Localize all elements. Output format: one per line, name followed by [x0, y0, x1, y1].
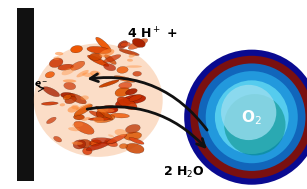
Ellipse shape — [114, 76, 135, 82]
Ellipse shape — [53, 56, 60, 60]
Ellipse shape — [76, 70, 89, 77]
Text: 2 H$_2$O: 2 H$_2$O — [163, 164, 205, 180]
Ellipse shape — [54, 136, 62, 142]
Ellipse shape — [105, 139, 118, 147]
Ellipse shape — [206, 71, 298, 163]
Ellipse shape — [45, 72, 55, 78]
Ellipse shape — [96, 37, 111, 52]
Ellipse shape — [224, 94, 286, 155]
Text: 4 H$^+$ +: 4 H$^+$ + — [127, 26, 177, 42]
Ellipse shape — [87, 55, 109, 67]
Ellipse shape — [90, 71, 100, 76]
Ellipse shape — [126, 143, 144, 153]
Ellipse shape — [80, 95, 89, 100]
Ellipse shape — [74, 104, 92, 116]
Ellipse shape — [115, 129, 127, 136]
Ellipse shape — [76, 103, 91, 110]
Ellipse shape — [63, 79, 76, 83]
Ellipse shape — [118, 41, 128, 49]
Ellipse shape — [117, 97, 137, 110]
Ellipse shape — [73, 140, 86, 149]
Ellipse shape — [72, 142, 83, 145]
Ellipse shape — [198, 64, 305, 171]
Ellipse shape — [69, 93, 86, 104]
Ellipse shape — [89, 111, 107, 120]
Ellipse shape — [96, 106, 113, 120]
Ellipse shape — [60, 92, 75, 99]
Text: O$_2$: O$_2$ — [241, 108, 262, 126]
Ellipse shape — [34, 43, 163, 157]
Ellipse shape — [89, 140, 102, 146]
Ellipse shape — [62, 68, 75, 75]
Ellipse shape — [95, 115, 115, 123]
Ellipse shape — [119, 144, 128, 149]
Ellipse shape — [115, 87, 130, 97]
Ellipse shape — [46, 117, 56, 124]
Ellipse shape — [128, 39, 148, 50]
Ellipse shape — [83, 147, 92, 155]
Ellipse shape — [124, 132, 142, 140]
Ellipse shape — [190, 56, 307, 179]
Ellipse shape — [72, 122, 83, 127]
Ellipse shape — [87, 46, 111, 54]
Ellipse shape — [99, 49, 114, 57]
Ellipse shape — [88, 118, 111, 121]
Ellipse shape — [123, 95, 146, 104]
Ellipse shape — [126, 89, 137, 95]
Ellipse shape — [126, 65, 142, 68]
Ellipse shape — [108, 134, 114, 137]
Ellipse shape — [101, 105, 118, 113]
Ellipse shape — [65, 96, 76, 104]
Ellipse shape — [74, 121, 94, 134]
Ellipse shape — [96, 110, 105, 118]
Ellipse shape — [86, 142, 110, 151]
Ellipse shape — [184, 50, 307, 185]
Ellipse shape — [107, 134, 127, 144]
Text: e$^-$: e$^-$ — [34, 79, 49, 89]
Ellipse shape — [68, 127, 80, 131]
Ellipse shape — [77, 139, 91, 148]
Ellipse shape — [111, 113, 130, 118]
Ellipse shape — [89, 53, 102, 60]
Ellipse shape — [119, 82, 132, 89]
Ellipse shape — [41, 102, 58, 105]
Ellipse shape — [215, 80, 289, 154]
Ellipse shape — [103, 55, 121, 63]
Ellipse shape — [129, 137, 144, 144]
Ellipse shape — [63, 94, 71, 100]
Ellipse shape — [82, 117, 90, 121]
Bar — [17, 8, 34, 181]
Ellipse shape — [115, 98, 133, 108]
Ellipse shape — [99, 106, 108, 112]
Ellipse shape — [68, 106, 79, 113]
Ellipse shape — [221, 85, 276, 140]
Ellipse shape — [64, 82, 76, 90]
Ellipse shape — [58, 64, 74, 70]
Ellipse shape — [126, 124, 140, 133]
Ellipse shape — [49, 58, 63, 67]
Ellipse shape — [133, 71, 142, 76]
Ellipse shape — [71, 105, 79, 109]
Ellipse shape — [129, 94, 142, 101]
Ellipse shape — [71, 61, 85, 70]
Ellipse shape — [132, 38, 145, 47]
Ellipse shape — [91, 138, 117, 144]
Ellipse shape — [129, 54, 135, 58]
Ellipse shape — [103, 64, 116, 71]
Ellipse shape — [127, 59, 133, 62]
Ellipse shape — [82, 73, 94, 77]
Ellipse shape — [104, 55, 116, 64]
Ellipse shape — [119, 49, 139, 56]
Ellipse shape — [117, 67, 128, 73]
Ellipse shape — [120, 42, 130, 47]
Ellipse shape — [60, 103, 65, 106]
Ellipse shape — [97, 108, 115, 113]
Ellipse shape — [43, 87, 60, 97]
Ellipse shape — [73, 114, 84, 120]
Ellipse shape — [93, 117, 104, 123]
Ellipse shape — [55, 52, 63, 55]
Ellipse shape — [71, 46, 83, 53]
Ellipse shape — [99, 80, 119, 87]
